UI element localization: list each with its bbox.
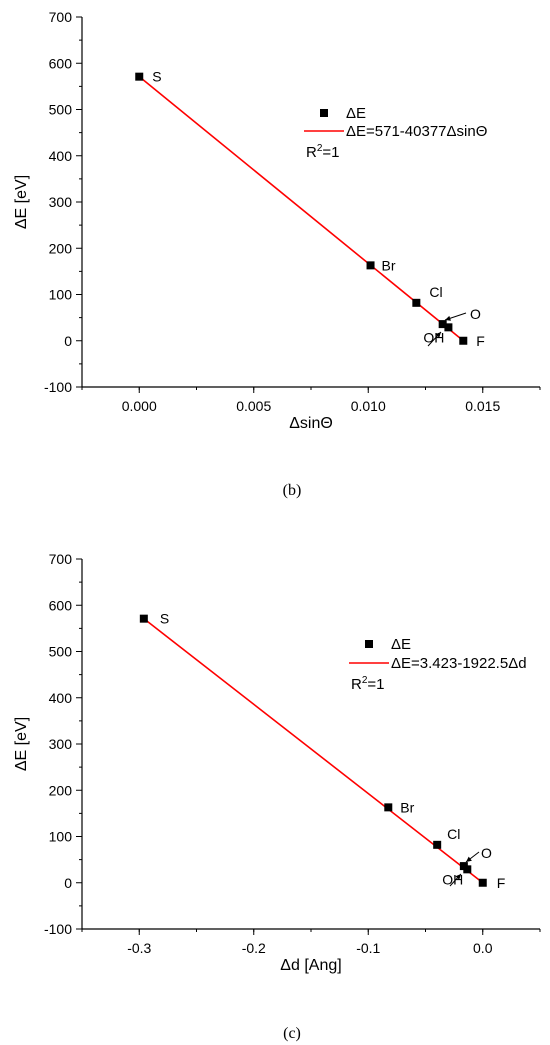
figure-caption: (c)	[283, 1025, 301, 1042]
point-label-cl: Cl	[447, 826, 460, 842]
x-tick-label: -0.1	[356, 940, 380, 956]
y-tick-label: 200	[49, 782, 73, 798]
data-point-s	[139, 614, 148, 623]
r-squared-annotation: R2=1	[306, 143, 340, 161]
point-label-oh: OH	[423, 329, 444, 345]
point-label-br: Br	[400, 799, 414, 815]
data-point-f	[459, 336, 468, 345]
x-tick-label: 0.015	[465, 398, 500, 414]
point-label-f: F	[497, 875, 506, 891]
y-tick-label: 0	[64, 333, 72, 349]
y-tick-label: 600	[49, 55, 73, 71]
legend-marker	[320, 109, 328, 117]
legend-entry-fit: ΔE=3.423-1922.5Δd	[391, 655, 527, 672]
point-label-br: Br	[382, 257, 396, 273]
data-point-s	[135, 72, 144, 81]
y-tick-label: 300	[49, 736, 73, 752]
y-tick-label: 500	[49, 644, 73, 660]
y-axis-label: ΔE [eV]	[13, 175, 30, 229]
data-point-cl	[433, 840, 442, 849]
data-point-oh	[463, 865, 472, 874]
fit-line	[143, 618, 484, 884]
x-tick-label: 0.010	[351, 398, 386, 414]
y-axis-label: ΔE [eV]	[13, 717, 30, 771]
arrow-oh-head	[435, 332, 441, 338]
y-tick-label: 700	[49, 9, 73, 25]
legend-entry-points: ΔE	[391, 636, 411, 653]
y-tick-label: 200	[49, 240, 73, 256]
x-axis-label: Δd [Ang]	[280, 957, 341, 974]
data-point-br	[366, 261, 375, 270]
y-tick-label: -100	[44, 921, 72, 937]
y-tick-label: -100	[44, 379, 72, 395]
data-point-oh	[444, 323, 453, 332]
y-tick-label: 700	[49, 551, 73, 567]
data-point-br	[384, 803, 393, 812]
chart-panel-c: -100 0 100 200 300 400 500 600 700 -0.3 -0.2 -0.1 0.…	[13, 551, 541, 1042]
data-point-o	[438, 320, 447, 329]
fit-line	[138, 76, 464, 342]
point-label-s: S	[160, 611, 169, 627]
legend-entry-points: ΔE	[346, 105, 366, 122]
point-label-s: S	[152, 69, 161, 85]
r-squared-annotation: R2=1	[351, 675, 385, 693]
y-tick-label: 500	[49, 102, 73, 118]
arrow-o-head	[466, 856, 472, 862]
figure-caption: (b)	[283, 482, 302, 499]
chart-panel-b: -100 0 100 200 300 400 500 600 700 0.000 0.005 0.01…	[13, 9, 541, 499]
x-tick-label: -0.2	[242, 940, 266, 956]
y-tick-label: 400	[49, 148, 73, 164]
y-tick-label: 100	[49, 829, 73, 845]
point-label-o: O	[470, 306, 481, 322]
legend-marker	[365, 640, 373, 648]
legend-entry-fit: ΔE=571-40377ΔsinΘ	[346, 123, 487, 140]
point-label-o: O	[481, 845, 492, 861]
point-label-cl: Cl	[429, 284, 442, 300]
y-tick-label: 600	[49, 597, 73, 613]
x-axis-label: ΔsinΘ	[289, 415, 333, 432]
y-tick-label: 100	[49, 287, 73, 303]
point-label-oh: OH	[442, 871, 463, 887]
arrow-o-head	[445, 315, 451, 321]
data-point-cl	[412, 298, 421, 307]
x-tick-label: 0.0	[473, 940, 493, 956]
y-tick-label: 300	[49, 194, 73, 210]
point-label-f: F	[476, 333, 485, 349]
x-tick-label: 0.005	[236, 398, 271, 414]
x-tick-label: 0.000	[122, 398, 157, 414]
x-tick-label: -0.3	[127, 940, 151, 956]
arrow-oh-head	[455, 874, 461, 880]
data-point-f	[478, 878, 487, 887]
y-tick-label: 0	[64, 875, 72, 891]
y-tick-label: 400	[49, 690, 73, 706]
